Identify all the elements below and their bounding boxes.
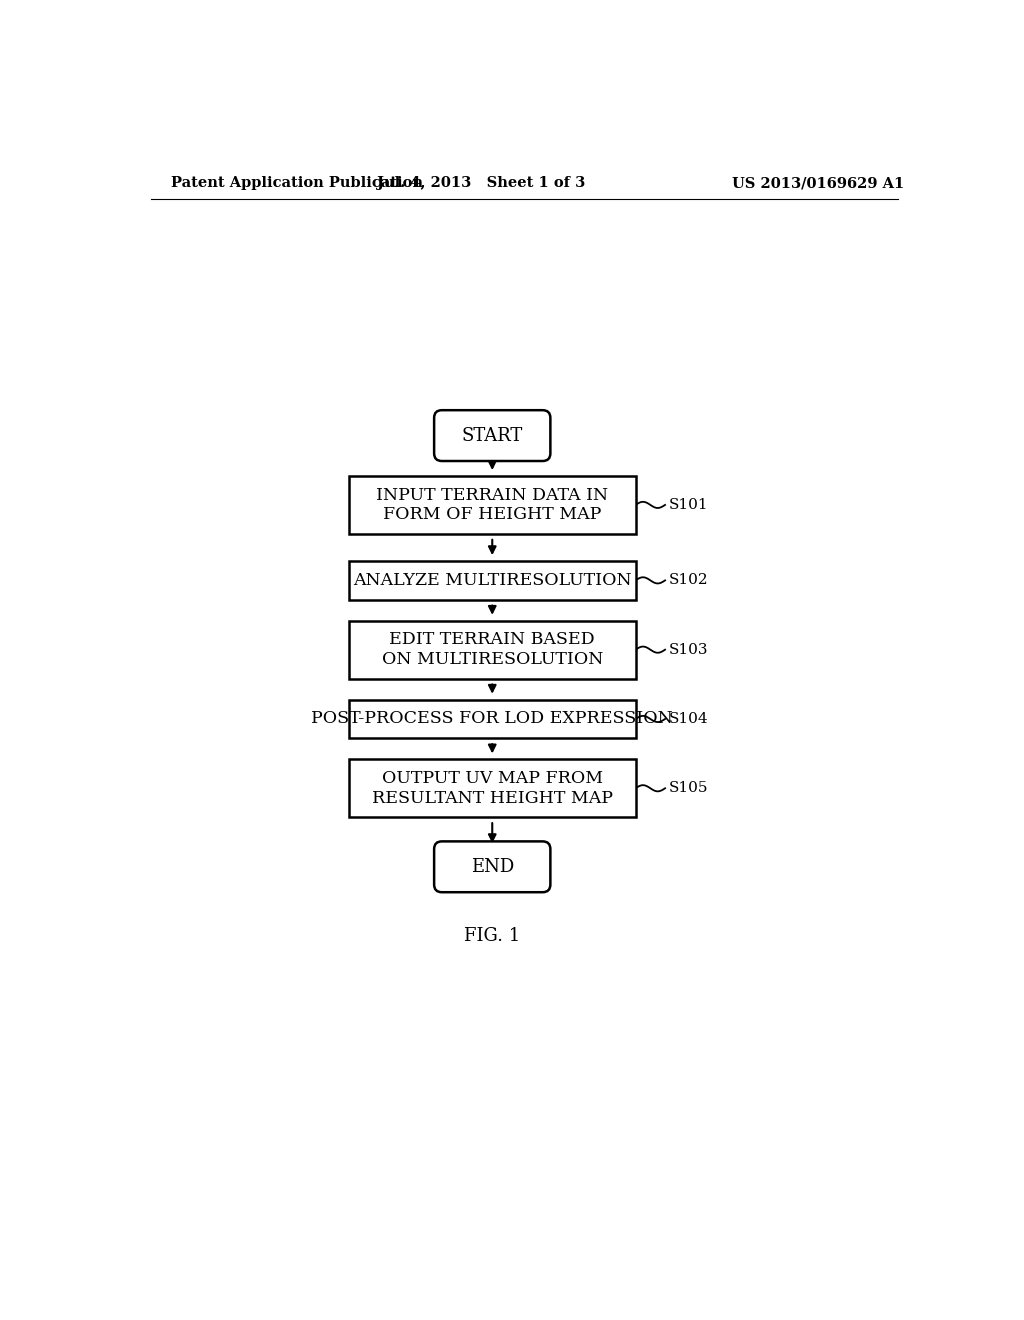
Text: S103: S103 — [669, 643, 709, 656]
Text: POST-PROCESS FOR LOD EXPRESSION: POST-PROCESS FOR LOD EXPRESSION — [311, 710, 673, 727]
Bar — [349, 700, 636, 738]
Text: INPUT TERRAIN DATA IN
FORM OF HEIGHT MAP: INPUT TERRAIN DATA IN FORM OF HEIGHT MAP — [376, 487, 608, 523]
Text: END: END — [471, 858, 514, 875]
FancyBboxPatch shape — [434, 411, 550, 461]
Text: S102: S102 — [669, 573, 709, 587]
Text: ANALYZE MULTIRESOLUTION: ANALYZE MULTIRESOLUTION — [353, 572, 632, 589]
Bar — [349, 620, 636, 678]
Text: FIG. 1: FIG. 1 — [464, 927, 520, 945]
Text: US 2013/0169629 A1: US 2013/0169629 A1 — [731, 176, 904, 190]
FancyBboxPatch shape — [434, 841, 550, 892]
Text: EDIT TERRAIN BASED
ON MULTIRESOLUTION: EDIT TERRAIN BASED ON MULTIRESOLUTION — [382, 631, 603, 668]
Text: Patent Application Publication: Patent Application Publication — [171, 176, 423, 190]
Text: START: START — [462, 426, 523, 445]
Text: S105: S105 — [669, 781, 709, 795]
Bar — [349, 477, 636, 533]
Text: Jul. 4, 2013   Sheet 1 of 3: Jul. 4, 2013 Sheet 1 of 3 — [377, 176, 585, 190]
Bar — [349, 561, 636, 599]
Text: S101: S101 — [669, 498, 709, 512]
Text: S104: S104 — [669, 711, 709, 726]
Text: OUTPUT UV MAP FROM
RESULTANT HEIGHT MAP: OUTPUT UV MAP FROM RESULTANT HEIGHT MAP — [372, 770, 612, 807]
Bar — [349, 759, 636, 817]
